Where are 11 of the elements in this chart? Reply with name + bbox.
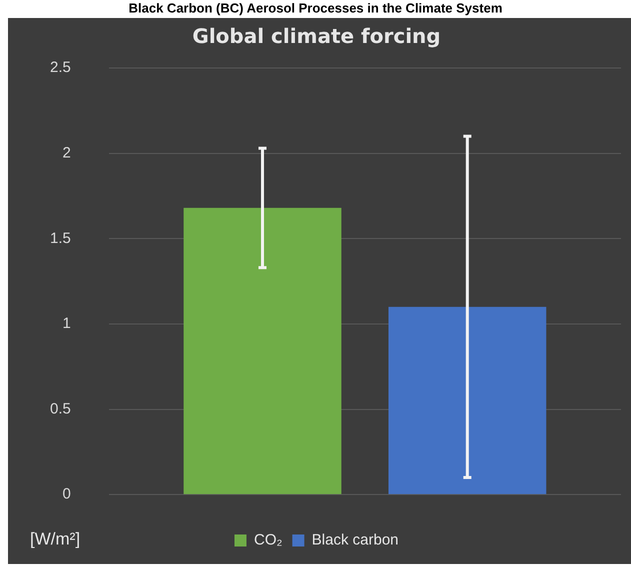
y-axis-title: [W/m²]: [30, 530, 80, 549]
legend-label: Black carbon: [312, 532, 399, 549]
text: Black Carbon (BC) Aerosol Processes in the Climate System: [128, 0, 502, 16]
y-tick-label: 2: [62, 144, 71, 162]
y-tick-label: 1.5: [50, 230, 71, 247]
y-tick-label: 2.5: [50, 59, 71, 76]
y-tick-label: 0.5: [50, 400, 71, 418]
chart-title: Global climate forcing: [192, 24, 441, 48]
y-tick-label: 0: [62, 486, 71, 503]
y-tick-label: 1: [62, 315, 71, 332]
legend-label: CO₂: [254, 532, 282, 549]
